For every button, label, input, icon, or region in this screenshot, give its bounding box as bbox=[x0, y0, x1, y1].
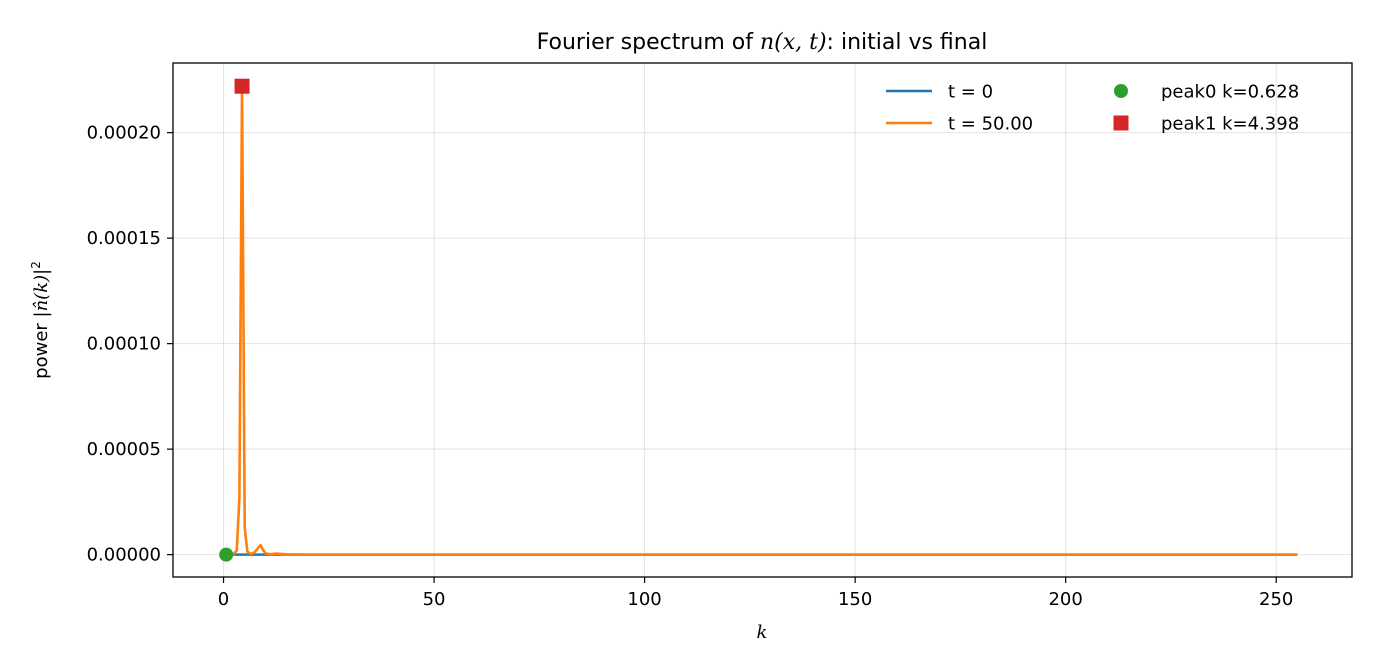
x-tick-label: 200 bbox=[1048, 589, 1082, 610]
y-tick-label: 0.00020 bbox=[87, 123, 161, 144]
marker-peak0-k-0-628 bbox=[219, 547, 234, 562]
y-tick-label: 0.00015 bbox=[87, 228, 161, 249]
legend-entry-peak1-k-4-398: peak1 k=4.398 bbox=[1113, 114, 1299, 135]
x-tick-label: 150 bbox=[838, 589, 872, 610]
x-axis-label: k bbox=[757, 622, 768, 643]
x-tick-label: 50 bbox=[423, 589, 446, 610]
y-tick-label: 0.00000 bbox=[87, 545, 161, 566]
legend-swatch bbox=[1114, 84, 1128, 98]
y-tick-label: 0.00010 bbox=[87, 334, 161, 355]
plot-series bbox=[219, 78, 1298, 562]
legend-label: t = 0 bbox=[948, 82, 993, 103]
marker-peak1-k-4-398 bbox=[234, 78, 250, 94]
legend-entry-t-0: t = 0 bbox=[886, 82, 993, 103]
legend-swatch bbox=[1113, 115, 1129, 131]
chart-title: Fourier spectrum of n(x, t): initial vs … bbox=[537, 30, 988, 55]
plot-frame bbox=[172, 62, 1353, 578]
x-tick-label: 250 bbox=[1259, 589, 1293, 610]
axis-ticks: 0 50 100 150 200 250 0.00000 0.00005 0.00010 0.00… bbox=[87, 123, 1294, 610]
legend-label: peak0 k=0.628 bbox=[1161, 82, 1299, 103]
x-tick-label: 100 bbox=[627, 589, 661, 610]
legend-label: t = 50.00 bbox=[948, 114, 1033, 135]
legend-entry-peak0-k-0-628: peak0 k=0.628 bbox=[1114, 82, 1299, 103]
series-line-t-50-00 bbox=[226, 84, 1298, 556]
legend: t = 0 t = 50.00 peak0 k=0.628 peak1 k=4.398 bbox=[886, 82, 1299, 135]
x-tick-label: 0 bbox=[218, 589, 229, 610]
y-tick-label: 0.00005 bbox=[87, 439, 161, 460]
legend-label: peak1 k=4.398 bbox=[1161, 114, 1299, 135]
y-axis-label: power |n̂(k)|2 bbox=[29, 261, 52, 379]
legend-entry-t-50-00: t = 50.00 bbox=[886, 114, 1033, 135]
